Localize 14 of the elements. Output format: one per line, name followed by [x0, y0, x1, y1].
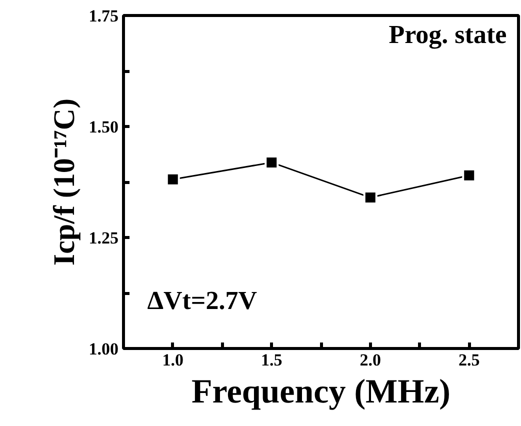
- annotation: ΔVt=2.7V: [147, 286, 258, 316]
- annotation: Prog. state: [388, 20, 507, 49]
- x-tick-label: 1.0: [162, 350, 184, 370]
- x-tick-label: 2.0: [360, 350, 381, 370]
- y-tick-label: 1.50: [88, 118, 118, 136]
- x-axis-title: Frequency (MHz): [191, 374, 451, 410]
- point: [166, 172, 180, 186]
- x-tick-label: 1.5: [261, 350, 282, 370]
- y-tick-label: 1.25: [88, 228, 118, 248]
- y-tick-label: 1.00: [88, 340, 118, 358]
- x-tick-label: 2.5: [458, 350, 480, 370]
- y-axis-title: Icp/f (10⁻¹⁷C): [48, 98, 81, 266]
- y-tick-label: 1.75: [88, 6, 118, 26]
- point: [462, 168, 476, 182]
